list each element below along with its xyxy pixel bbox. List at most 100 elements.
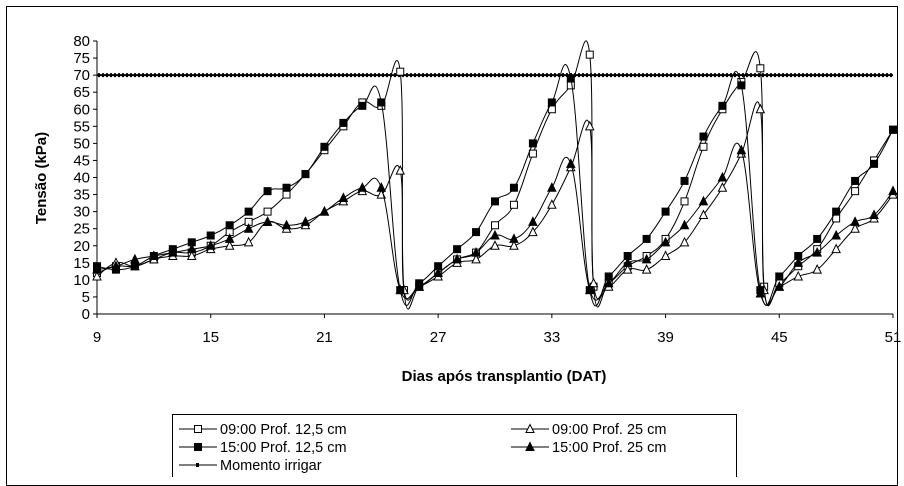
y-tick-label: 75 (73, 50, 90, 67)
threshold-marker (662, 73, 664, 78)
threshold-marker (318, 73, 320, 78)
threshold-marker (858, 73, 860, 78)
threshold-marker (238, 73, 240, 78)
threshold-marker (710, 73, 712, 78)
data-point (661, 207, 670, 216)
threshold-marker (286, 73, 288, 78)
data-point (698, 195, 709, 206)
threshold-marker (270, 73, 272, 78)
threshold-marker (134, 73, 136, 78)
data-point (851, 187, 860, 196)
series-0900-125cm (93, 40, 897, 310)
y-tick-label: 10 (73, 272, 90, 289)
data-point (812, 264, 822, 274)
data-point (358, 101, 367, 110)
y-tick-label: 50 (73, 135, 90, 152)
threshold-marker (362, 73, 364, 78)
threshold-marker (230, 73, 232, 78)
legend-item: 15:00 Prof. 12,5 cm (179, 440, 347, 456)
data-point (395, 165, 406, 175)
y-tick-label: 0 (82, 306, 90, 323)
threshold-marker (414, 73, 416, 78)
threshold-marker (490, 73, 492, 78)
data-point (130, 262, 139, 271)
threshold-marker (878, 73, 880, 78)
y-tick-label: 80 (73, 33, 90, 50)
threshold-marker (518, 73, 520, 78)
y-tick-label: 15 (73, 255, 90, 272)
threshold-marker (562, 73, 564, 78)
data-point (680, 197, 689, 206)
threshold-marker (206, 73, 208, 78)
data-point (547, 182, 557, 192)
data-point (831, 229, 841, 240)
threshold-marker (106, 73, 108, 78)
threshold-marker (266, 73, 268, 78)
y-tick-label: 30 (73, 204, 90, 221)
threshold-marker (722, 73, 724, 78)
threshold-marker (310, 73, 312, 78)
threshold-marker (870, 73, 872, 78)
threshold-marker (522, 73, 524, 78)
series-line (96, 64, 894, 307)
threshold-marker (802, 73, 804, 78)
threshold-marker (410, 73, 412, 78)
data-point (490, 240, 500, 250)
threshold-marker (482, 73, 484, 78)
threshold-marker (434, 73, 436, 78)
threshold-marker (642, 73, 644, 78)
threshold-marker (866, 73, 868, 78)
threshold-marker (698, 73, 700, 78)
threshold-marker (818, 73, 820, 78)
threshold-marker (226, 73, 228, 78)
threshold-marker (658, 73, 660, 78)
data-point (377, 98, 386, 107)
threshold-marker (294, 73, 296, 78)
threshold-marker (234, 73, 236, 78)
threshold-marker (630, 73, 632, 78)
data-point (414, 281, 424, 291)
threshold-marker (102, 73, 104, 78)
threshold-marker (582, 73, 584, 78)
threshold-marker (626, 73, 628, 78)
threshold-marker (754, 73, 756, 78)
data-point (832, 207, 841, 216)
data-point (641, 264, 652, 274)
legend-marker (194, 425, 202, 433)
data-point (717, 171, 728, 182)
data-point (320, 142, 329, 151)
data-point (793, 257, 804, 267)
x-tick-label: 51 (885, 329, 902, 346)
data-point (472, 228, 481, 237)
threshold-marker (326, 73, 328, 78)
threshold-marker (394, 73, 396, 78)
threshold-marker (762, 73, 764, 78)
threshold-marker (98, 73, 100, 78)
threshold-marker (594, 73, 596, 78)
data-point (225, 221, 234, 230)
legend-label: 09:00 Prof. 12,5 cm (220, 422, 347, 438)
data-point (888, 185, 898, 196)
data-point (92, 264, 102, 274)
threshold-marker (298, 73, 300, 78)
threshold-marker (382, 73, 384, 78)
data-point (168, 246, 178, 257)
legend-marker (525, 423, 535, 433)
data-point (547, 199, 557, 209)
y-tick-label: 20 (73, 238, 90, 255)
threshold-marker (146, 73, 148, 78)
threshold-marker (790, 73, 792, 78)
threshold-marker (834, 73, 836, 78)
threshold-marker (214, 73, 216, 78)
data-point (699, 142, 708, 151)
threshold-marker (150, 73, 152, 78)
data-point (547, 98, 556, 107)
data-point (491, 197, 499, 206)
data-point (509, 200, 518, 209)
y-tick-label: 35 (73, 187, 90, 204)
y-tick-label: 70 (73, 67, 90, 84)
data-point (471, 246, 481, 257)
threshold-marker (622, 73, 624, 78)
threshold-marker (786, 73, 788, 78)
threshold-marker (442, 73, 444, 78)
